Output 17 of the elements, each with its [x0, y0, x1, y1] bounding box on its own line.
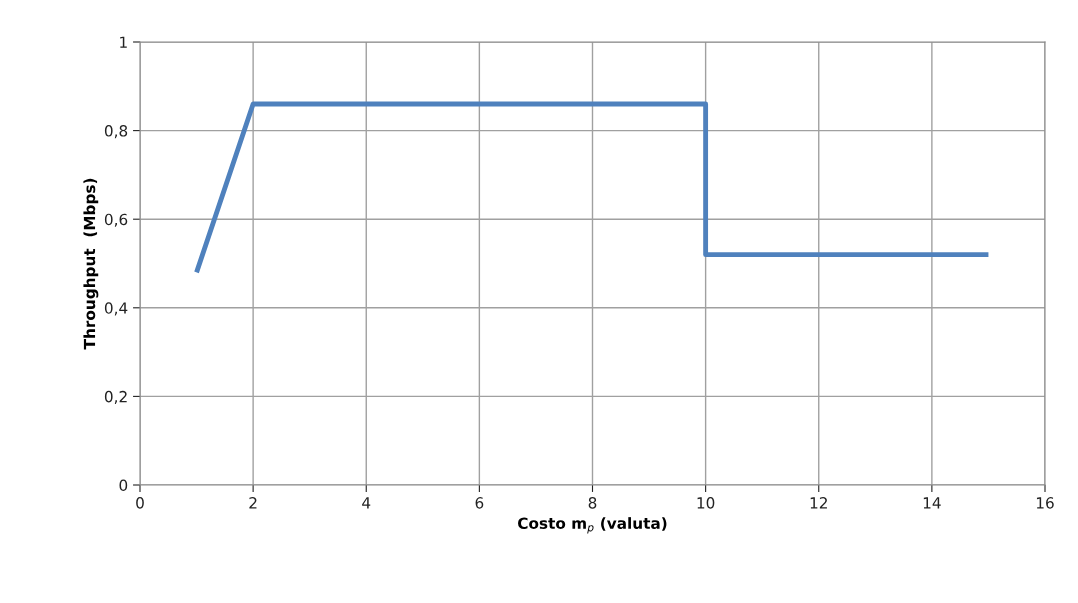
x-tick-label: 16 [1036, 497, 1054, 509]
y-tick-label: 0,2 [104, 390, 127, 404]
y-tick-label: 0,8 [104, 125, 128, 139]
x-tick-label: 2 [249, 497, 257, 509]
y-tick-label: 0 [119, 479, 128, 492]
x-tick-label: 4 [362, 497, 371, 509]
y-tick-label: 0,6 [104, 213, 128, 227]
y-tick-label: 1 [120, 36, 127, 48]
x-tick-label: 8 [588, 497, 597, 509]
y-axis-title: Throughput (Mbps) [83, 178, 99, 350]
x-tick-label: 14 [923, 497, 941, 509]
x-tick-label: 10 [697, 497, 715, 509]
y-tick-label: 0,4 [104, 302, 128, 316]
x-tick-label: 0 [136, 497, 144, 509]
x-tick-label: 12 [810, 497, 827, 509]
x-tick-label: 6 [475, 497, 484, 509]
x-axis-title: Costo m$_{p}$ (valuta) [518, 517, 667, 534]
